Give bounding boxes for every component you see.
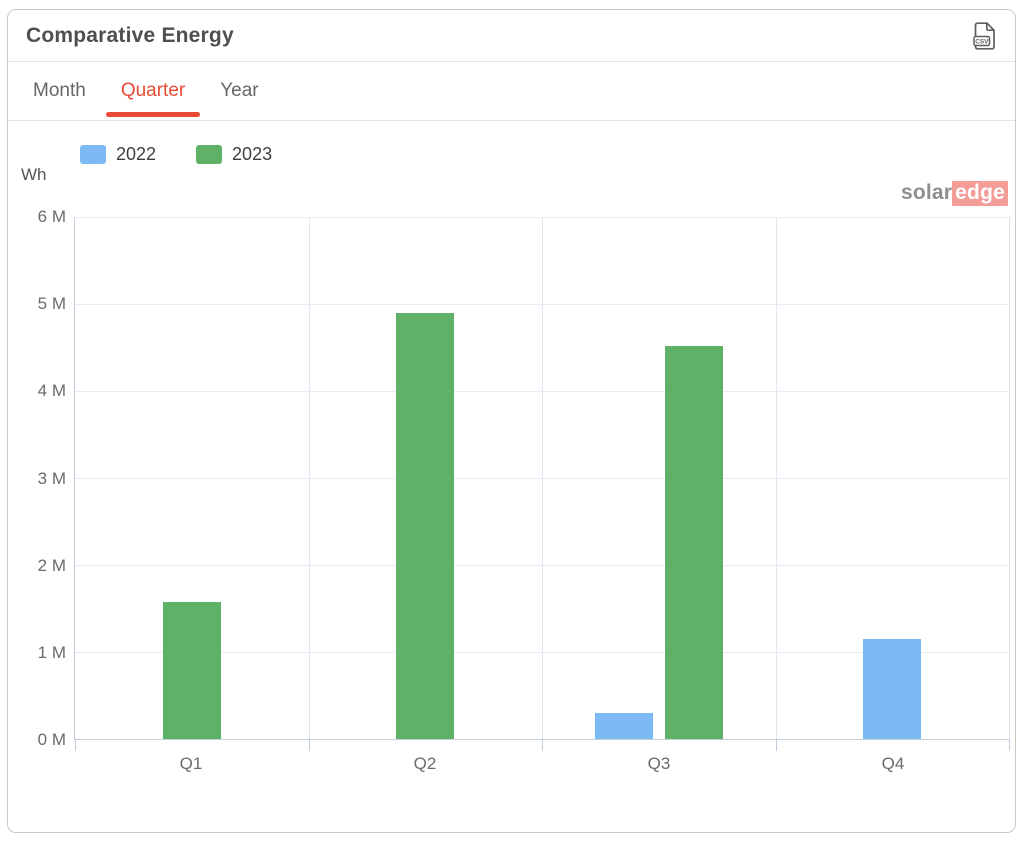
y-tick-label: 2 M	[37, 555, 66, 575]
legend-item-2023[interactable]: 2023	[196, 144, 272, 165]
bar-2022-q3[interactable]	[594, 712, 653, 739]
widget-header: Comparative Energy CSV	[8, 10, 1015, 62]
chart-area: 2022 2023 Wh solar edge 0 M 1 M 2 M 3 M 4 M 5…	[8, 121, 1015, 830]
page-title: Comparative Energy	[26, 23, 234, 47]
x-axis-tick	[1009, 739, 1010, 751]
category-column-q1	[75, 217, 309, 739]
time-range-tabs: Month Quarter Year	[8, 62, 1015, 121]
x-axis-label-q1: Q1	[179, 754, 203, 773]
solaredge-logo-edge: edge	[952, 181, 1008, 206]
y-tick-label: 6 M	[37, 207, 66, 226]
category-column-q2	[309, 217, 543, 739]
solaredge-logo: solar edge	[901, 181, 1008, 206]
legend-label-2023: 2023	[232, 144, 273, 164]
plot-area	[74, 217, 1010, 751]
y-tick-label: 4 M	[37, 381, 66, 401]
category-column-q3	[542, 217, 776, 739]
tab-quarter[interactable]: Quarter	[105, 62, 201, 120]
legend-item-2022[interactable]: 2022	[80, 144, 156, 165]
v-gridline	[542, 217, 543, 739]
x-axis-tick	[308, 739, 310, 751]
export-csv-button[interactable]: CSV	[967, 19, 1001, 53]
chart-legend: 2022 2023	[80, 144, 272, 165]
bar-2022-q4[interactable]	[863, 638, 922, 739]
category-column-q4	[776, 217, 1010, 739]
y-axis-unit-label: Wh	[21, 165, 47, 184]
y-axis-labels: 0 M 1 M 2 M 3 M 4 M 5 M 6 M	[8, 207, 66, 749]
x-axis-labels: Q1 Q2 Q3 Q4	[74, 754, 1010, 778]
y-tick-label: 0 M	[37, 730, 66, 749]
tab-month[interactable]: Month	[33, 80, 86, 101]
v-gridline	[308, 217, 310, 739]
y-tick-label: 1 M	[37, 642, 66, 662]
tab-year[interactable]: Year	[220, 80, 259, 101]
legend-swatch-2022	[80, 145, 106, 164]
x-axis-tick	[75, 739, 76, 751]
x-axis-tick	[775, 739, 777, 751]
y-tick-label: 5 M	[37, 294, 66, 314]
x-axis-label-q3: Q3	[647, 754, 671, 773]
x-axis-label-q4: Q4	[881, 754, 905, 773]
y-tick-label: 3 M	[37, 468, 66, 488]
solaredge-logo-solar: solar	[900, 181, 953, 204]
svg-text:CSV: CSV	[975, 38, 989, 45]
legend-label-2022: 2022	[116, 144, 157, 164]
x-axis-label-q2: Q2	[413, 754, 437, 773]
csv-file-icon: CSV	[973, 21, 995, 50]
bar-2023-q3[interactable]	[664, 345, 723, 739]
bar-2023-q1[interactable]	[162, 601, 221, 739]
legend-swatch-2023	[196, 145, 223, 164]
x-axis-tick	[542, 739, 543, 751]
bar-2023-q2[interactable]	[396, 312, 455, 739]
v-gridline	[775, 217, 777, 739]
comparative-energy-widget: Comparative Energy CSV Month Quarter Yea…	[7, 9, 1016, 833]
